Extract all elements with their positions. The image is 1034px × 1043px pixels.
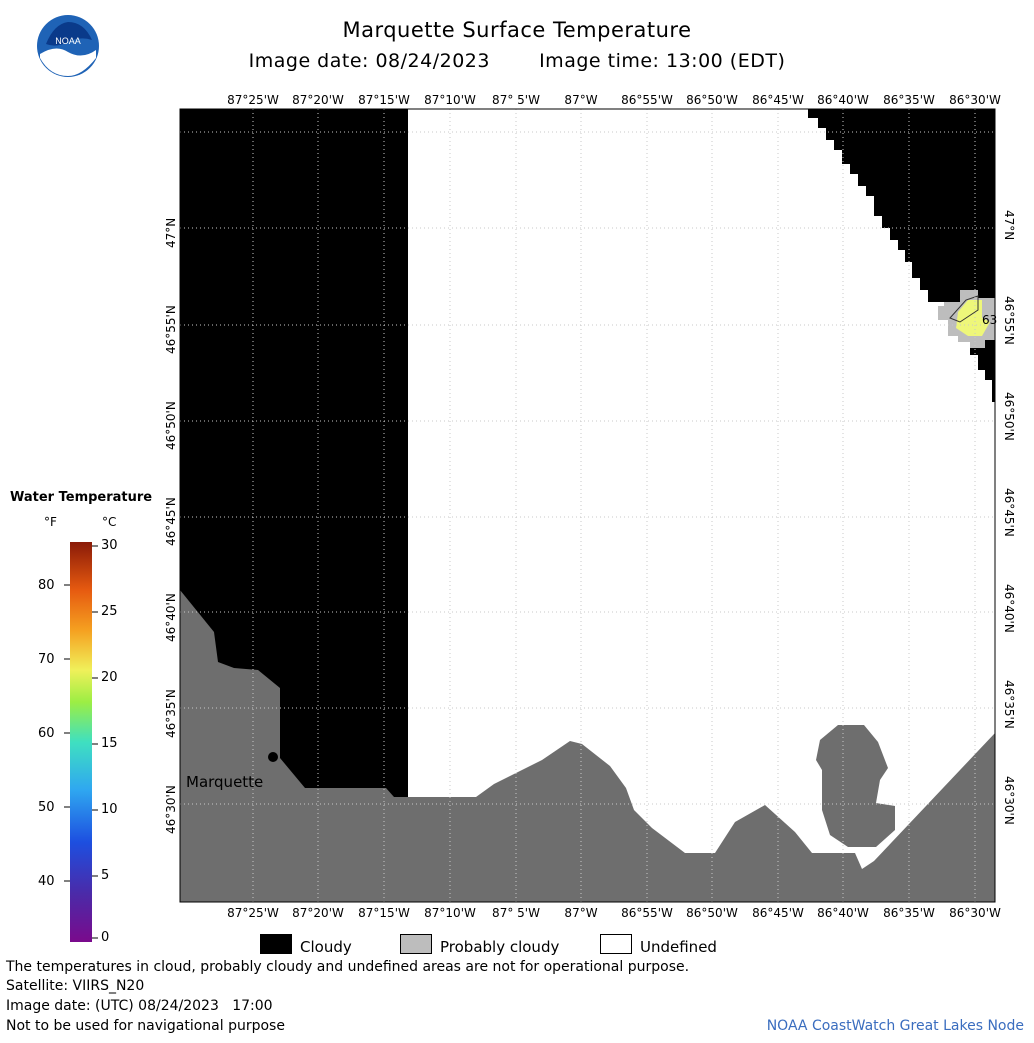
legend-probably-cloudy-swatch (400, 934, 432, 954)
lon-tick-bottom: 86°50'W (686, 906, 738, 920)
colorbar-c-label: 0 (101, 930, 110, 945)
page-title: Marquette Surface Temperature (342, 18, 692, 42)
legend-probably-cloudy-label: Probably cloudy (440, 938, 560, 956)
graticule (180, 109, 995, 902)
lat-tick-left: 46°30'N (164, 785, 178, 834)
lon-tick-bottom: 87°20'W (292, 906, 344, 920)
logo-text: NOAA (55, 36, 81, 46)
lat-tick-left: 46°55'N (164, 305, 178, 354)
image-date-time: Image date: 08/24/2023 Image time: 13:00… (0, 50, 1034, 72)
lat-tick-right: 46°50'N (1002, 392, 1016, 441)
colorbar-c-label: 30 (101, 538, 118, 553)
colorbar-c-label: 15 (101, 736, 118, 751)
lon-tick-top: 87°15'W (358, 93, 410, 107)
credit-link[interactable]: NOAA CoastWatch Great Lakes Node (766, 1018, 1024, 1034)
lon-tick-top: 87°25'W (227, 93, 279, 107)
colorbar-f-label: 50 (38, 800, 55, 815)
land-area (180, 590, 995, 902)
colorbar-c-label: 10 (101, 802, 118, 817)
lat-tick-left: 46°45'N (164, 497, 178, 546)
temperature-label: 63 (982, 313, 998, 327)
lat-tick-left: 46°50'N (164, 401, 178, 450)
colorbar-f-label: 60 (38, 726, 55, 741)
colorbar-f-label: 80 (38, 578, 55, 593)
image-date-label: Image date: 08/24/2023 (248, 50, 490, 72)
utc-date-text: Image date: (UTC) 08/24/2023 17:00 (6, 998, 273, 1014)
legend-undefined-label: Undefined (640, 938, 717, 956)
nav-warning-text: Not to be used for navigational purpose (6, 1018, 285, 1034)
marquette-label: Marquette (186, 773, 264, 791)
marquette-marker (268, 752, 278, 762)
lon-tick-bottom: 86°45'W (752, 906, 804, 920)
image-time-label: Image time: 13:00 (EDT) (539, 50, 786, 72)
unit-fahrenheit: °F (44, 515, 57, 529)
lon-tick-top: 86°40'W (817, 93, 869, 107)
lon-tick-bottom: 87°15'W (358, 906, 410, 920)
colorbar-f-label: 70 (38, 652, 55, 667)
lat-tick-right: 46°55'N (1002, 296, 1016, 345)
lat-tick-right: 46°45'N (1002, 488, 1016, 537)
lon-tick-top: 86°50'W (686, 93, 738, 107)
lon-tick-bottom: 86°55'W (621, 906, 673, 920)
colorbar (64, 542, 98, 942)
warm-water-area (956, 300, 990, 336)
legend-undefined-swatch (600, 934, 632, 954)
lat-tick-right: 47°N (1002, 210, 1016, 241)
lon-tick-bottom: 87°10'W (424, 906, 476, 920)
lon-tick-top: 87°20'W (292, 93, 344, 107)
colorbar-f-label: 40 (38, 874, 55, 889)
lat-tick-left: 47°N (164, 217, 178, 248)
lat-tick-right: 46°30'N (1002, 776, 1016, 825)
lon-tick-top: 87°W (564, 93, 598, 107)
lat-tick-right: 46°35'N (1002, 680, 1016, 729)
lon-tick-top: 87°10'W (424, 93, 476, 107)
lon-tick-top: 86°55'W (621, 93, 673, 107)
disclaimer-text: The temperatures in cloud, probably clou… (6, 959, 690, 975)
lon-tick-bottom: 86°40'W (817, 906, 869, 920)
lat-tick-left: 46°40'N (164, 593, 178, 642)
inland-cloud-region (816, 725, 895, 847)
lon-tick-top: 86°45'W (752, 93, 804, 107)
lon-tick-bottom: 86°30'W (949, 906, 1001, 920)
lon-tick-bottom: 86°35'W (883, 906, 935, 920)
satellite-text: Satellite: VIIRS_N20 (6, 978, 145, 994)
colorbar-c-label: 20 (101, 670, 118, 685)
noaa-logo: NOAA (37, 15, 99, 77)
legend-cloudy-swatch (260, 934, 292, 954)
lon-tick-top: 86°35'W (883, 93, 935, 107)
colorbar-title: Water Temperature (10, 490, 153, 505)
lon-tick-bottom: 87°25'W (227, 906, 279, 920)
colorbar-c-label: 25 (101, 604, 118, 619)
lon-tick-top: 87° 5'W (492, 93, 540, 107)
cloud-area-northeast (808, 109, 995, 402)
lon-tick-bottom: 87° 5'W (492, 906, 540, 920)
colorbar-c-label: 5 (101, 868, 110, 883)
legend-cloudy-label: Cloudy (300, 938, 352, 956)
lat-tick-right: 46°40'N (1002, 584, 1016, 633)
lat-tick-left: 46°35'N (164, 689, 178, 738)
lon-tick-top: 86°30'W (949, 93, 1001, 107)
lon-tick-bottom: 87°W (564, 906, 598, 920)
unit-celsius: °C (102, 515, 117, 529)
